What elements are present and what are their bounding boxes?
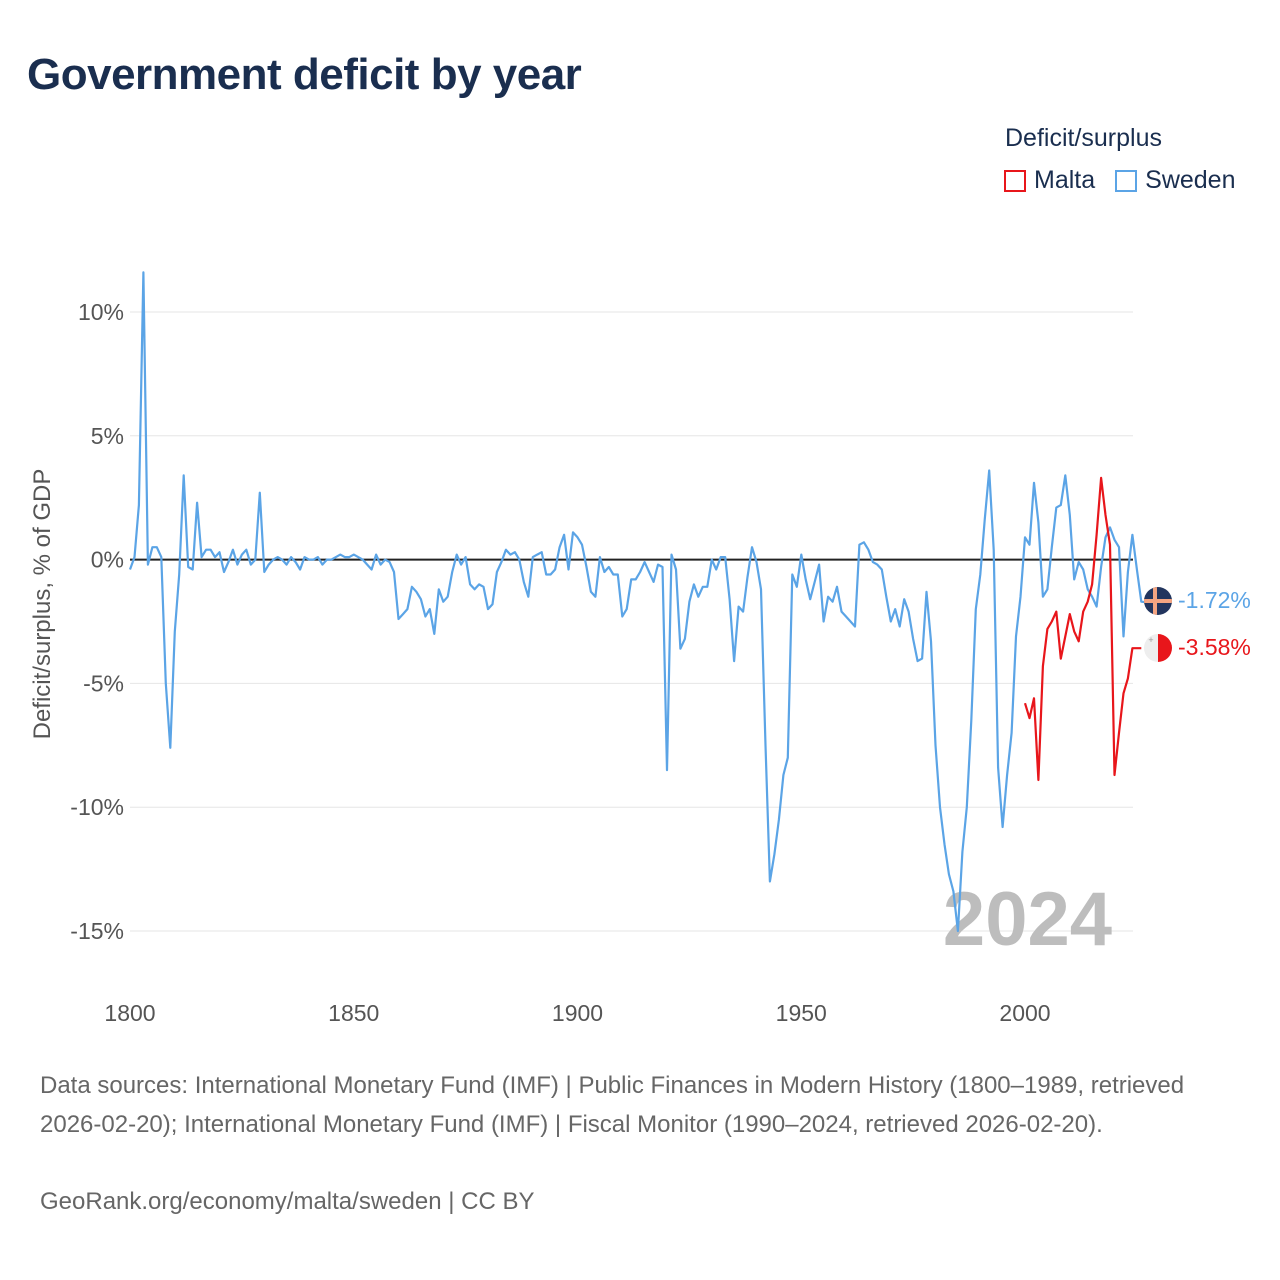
x-tick-label: 1850 <box>328 1000 379 1026</box>
x-axis-ticks: 1800 1850 1900 1950 2000 <box>104 1000 1050 1026</box>
legend-swatch-sweden <box>1115 169 1138 192</box>
legend-swatch-malta <box>1004 169 1026 192</box>
y-tick-label: 5% <box>91 423 124 449</box>
sweden-flag-icon <box>1144 587 1172 615</box>
legend: Malta Sweden <box>1004 166 1236 195</box>
series-line-sweden[interactable] <box>128 271 1146 933</box>
x-tick-label: 2000 <box>999 1000 1050 1026</box>
legend-item-malta[interactable]: Malta <box>1004 166 1095 195</box>
y-tick-label: -15% <box>70 918 124 944</box>
malta-flag-marker[interactable]: + <box>1144 634 1172 662</box>
series-lines <box>128 271 1146 933</box>
legend-title: Deficit/surplus <box>1005 124 1162 152</box>
y-tick-label: 0% <box>91 547 124 573</box>
x-tick-label: 1800 <box>104 1000 155 1026</box>
malta-flag-icon: + <box>1144 634 1172 662</box>
sweden-flag-marker[interactable] <box>1144 587 1172 615</box>
chart-title: Government deficit by year <box>27 50 582 99</box>
year-watermark: 2024 <box>943 877 1112 962</box>
svg-text:+: + <box>1148 635 1153 645</box>
legend-label-malta: Malta <box>1034 166 1096 194</box>
y-tick-label: -5% <box>83 670 124 696</box>
malta-end-label: -3.58% <box>1178 634 1251 660</box>
x-tick-label: 1900 <box>552 1000 603 1026</box>
legend-label-sweden: Sweden <box>1145 166 1236 194</box>
y-tick-label: 10% <box>78 299 124 325</box>
series-line-malta[interactable] <box>1023 476 1142 782</box>
legend-item-sweden[interactable]: Sweden <box>1115 166 1236 195</box>
credit-link[interactable]: GeoRank.org/economy/malta/sweden | CC BY <box>40 1188 535 1215</box>
x-tick-label: 1950 <box>776 1000 827 1026</box>
y-axis-title: Deficit/surplus, % of GDP <box>29 469 56 740</box>
data-sources: Data sources: International Monetary Fun… <box>40 1072 1185 1138</box>
gridlines <box>130 311 1133 932</box>
y-tick-label: -10% <box>70 794 124 820</box>
y-axis-ticks: 10% 5% 0% -5% -10% -15% <box>70 299 124 944</box>
sweden-end-label: -1.72% <box>1178 587 1251 613</box>
